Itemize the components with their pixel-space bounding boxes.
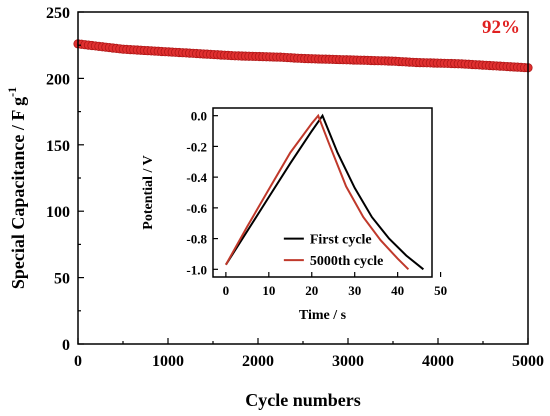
main-y-tick-label: 150 bbox=[46, 138, 70, 155]
main-y-axis-title-text: Special Capacitance / F g bbox=[8, 97, 28, 289]
legend-label-first-cycle: First cycle bbox=[310, 233, 372, 248]
inset-x-tick-label: 30 bbox=[348, 283, 361, 298]
main-y-tick-label: 200 bbox=[46, 71, 70, 88]
main-x-axis-title: Cycle numbers bbox=[245, 390, 361, 410]
inset-background bbox=[213, 108, 432, 277]
main-series-points bbox=[73, 39, 533, 73]
main-y-axis: 0 50 100 150 200 250 bbox=[46, 5, 84, 354]
main-x-tick-label: 0 bbox=[74, 353, 82, 370]
inset-x-tick-label: 40 bbox=[391, 283, 404, 298]
inset-plot: 0 10 20 30 40 50 0.0 -0.2 -0.4 -0.6 -0.8 -1.0 Time… bbox=[141, 107, 447, 323]
inset-y-tick-label: -0.6 bbox=[186, 201, 207, 216]
main-x-tick-label: 1000 bbox=[152, 353, 184, 370]
inset-y-tick-label: -0.8 bbox=[186, 232, 207, 247]
retention-annotation: 92% bbox=[482, 17, 520, 38]
inset-x-axis-title: Time / s bbox=[299, 308, 347, 323]
legend-label-5000th-cycle: 5000th cycle bbox=[310, 254, 383, 269]
inset-x-tick-label: 0 bbox=[223, 283, 230, 298]
main-y-tick-label: 0 bbox=[62, 337, 70, 354]
inset-x-tick-label: 50 bbox=[434, 283, 447, 298]
inset-y-tick-label: -0.4 bbox=[186, 170, 207, 185]
main-y-tick-label: 50 bbox=[54, 271, 70, 288]
inset-series-lines bbox=[225, 113, 425, 271]
inset-y-tick-label: -1.0 bbox=[186, 262, 207, 277]
main-y-axis-title: Special Capacitance / F g-1 bbox=[5, 87, 28, 289]
inset-x-tick-label: 20 bbox=[305, 283, 318, 298]
main-x-axis: 0 1000 2000 3000 4000 5000 bbox=[74, 338, 544, 370]
inset-x-axis: 0 10 20 30 40 50 bbox=[223, 272, 447, 298]
inset-x-tick-label: 10 bbox=[262, 283, 275, 298]
main-x-tick-label: 3000 bbox=[332, 353, 364, 370]
main-x-tick-label: 5000 bbox=[512, 353, 544, 370]
main-y-axis-title-superscript: -1 bbox=[5, 87, 19, 97]
inset-y-tick-label: -0.2 bbox=[186, 139, 207, 154]
inset-y-axis: 0.0 -0.2 -0.4 -0.6 -0.8 -1.0 bbox=[186, 109, 218, 277]
inset-series-line bbox=[225, 113, 410, 271]
inset-legend: First cycle 5000th cycle bbox=[283, 233, 383, 269]
main-y-tick-label: 100 bbox=[46, 204, 70, 221]
main-y-tick-label: 250 bbox=[46, 5, 70, 22]
inset-plot-frame bbox=[212, 107, 433, 278]
main-x-tick-label: 4000 bbox=[422, 353, 454, 370]
inset-y-axis-title: Potential / V bbox=[141, 155, 156, 229]
main-x-tick-label: 2000 bbox=[242, 353, 274, 370]
inset-y-tick-label: 0.0 bbox=[191, 109, 207, 124]
inset-series-line bbox=[225, 113, 425, 271]
